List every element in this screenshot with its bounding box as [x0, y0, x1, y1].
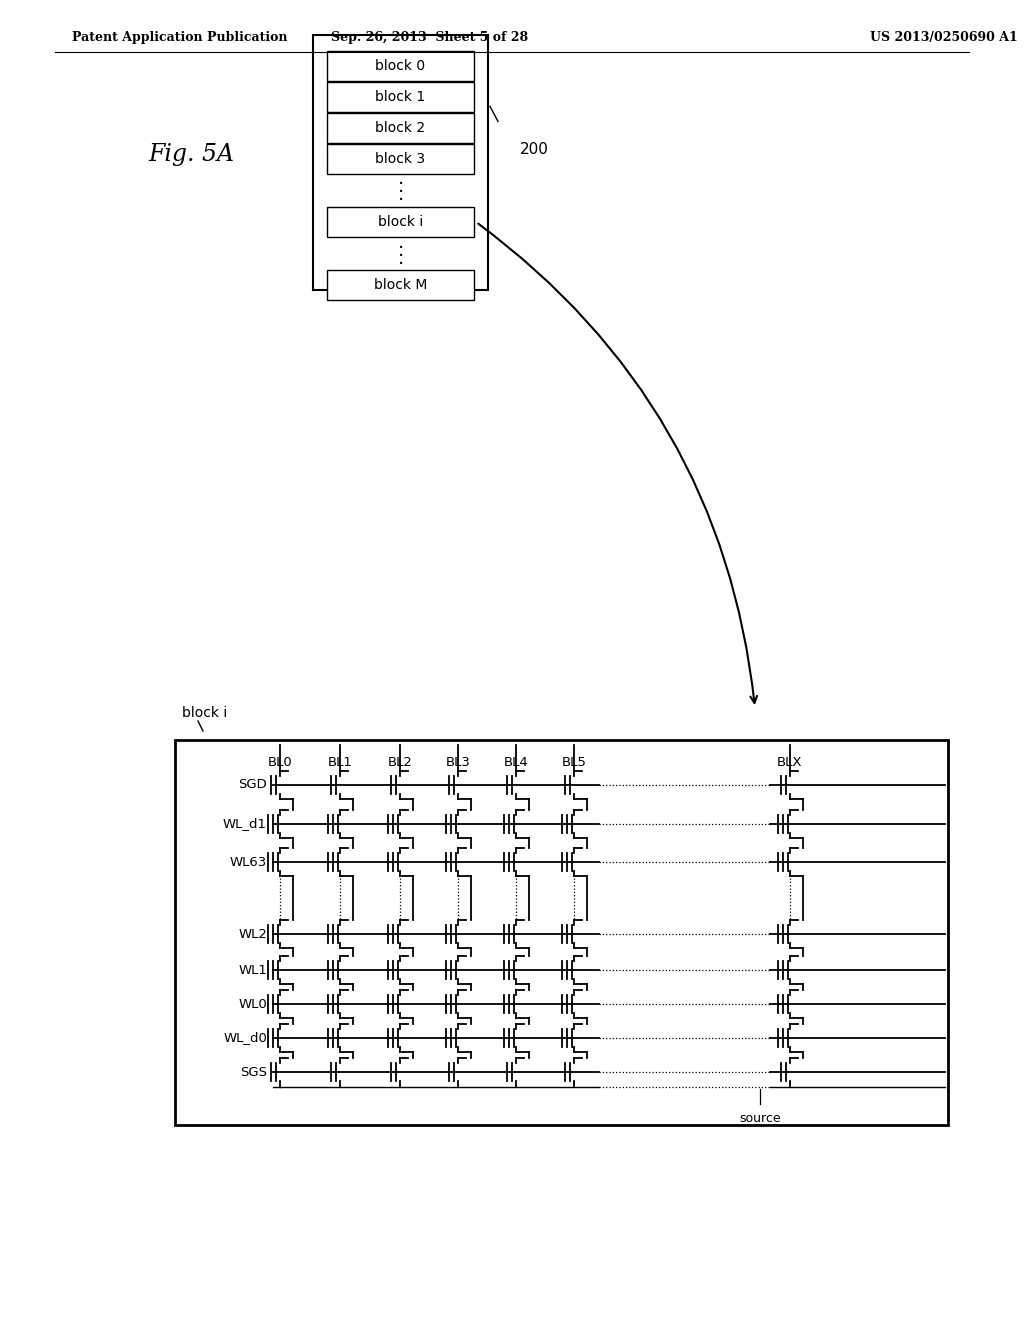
Text: .: .	[397, 169, 403, 189]
Text: WL2: WL2	[239, 928, 267, 940]
Text: SGD: SGD	[239, 779, 267, 792]
Text: .: .	[397, 177, 403, 197]
Text: WL_d1: WL_d1	[223, 817, 267, 830]
Text: BL0: BL0	[267, 755, 293, 768]
Text: block 2: block 2	[376, 121, 426, 135]
Text: .: .	[397, 186, 403, 205]
Text: block 1: block 1	[376, 90, 426, 104]
Text: Sep. 26, 2013  Sheet 5 of 28: Sep. 26, 2013 Sheet 5 of 28	[332, 30, 528, 44]
Text: block 0: block 0	[376, 59, 426, 73]
Text: BL5: BL5	[561, 755, 587, 768]
Text: block i: block i	[378, 215, 423, 228]
Bar	[327, 271, 474, 300]
Text: BLX: BLX	[777, 755, 803, 768]
Text: Patent Application Publication: Patent Application Publication	[72, 30, 288, 44]
Bar	[327, 114, 474, 143]
Bar	[327, 82, 474, 112]
Text: 200: 200	[520, 143, 549, 157]
Bar	[327, 207, 474, 238]
Text: BL2: BL2	[387, 755, 413, 768]
Text: BL4: BL4	[504, 755, 528, 768]
Text: Fig. 5A: Fig. 5A	[148, 144, 234, 166]
Text: SGS: SGS	[240, 1065, 267, 1078]
Text: block i: block i	[182, 706, 227, 719]
Text: .: .	[397, 248, 403, 268]
Text: block M: block M	[374, 279, 427, 292]
Bar	[175, 741, 948, 1125]
Text: .: .	[397, 232, 403, 252]
Text: WL1: WL1	[239, 964, 267, 977]
Bar	[327, 51, 474, 81]
Text: WL0: WL0	[239, 998, 267, 1011]
Text: US 2013/0250690 A1: US 2013/0250690 A1	[870, 30, 1018, 44]
Text: WL_d0: WL_d0	[223, 1031, 267, 1044]
Text: BL1: BL1	[328, 755, 352, 768]
Text: block 3: block 3	[376, 152, 426, 166]
Text: .: .	[397, 240, 403, 260]
Text: source: source	[739, 1111, 781, 1125]
Text: WL63: WL63	[229, 855, 267, 869]
Bar	[313, 36, 488, 290]
Text: BL3: BL3	[445, 755, 470, 768]
Bar	[327, 144, 474, 174]
